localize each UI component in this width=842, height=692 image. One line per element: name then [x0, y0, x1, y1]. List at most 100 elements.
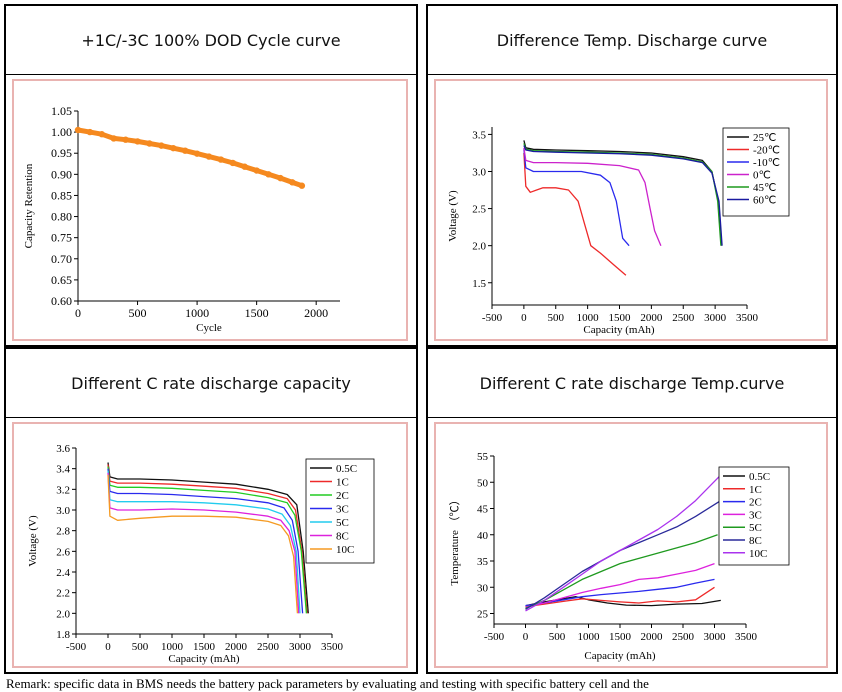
y-tick-label: 1.8: [56, 629, 70, 641]
data-point: [134, 138, 141, 145]
x-tick-label: 1500: [609, 631, 632, 643]
y-tick-label: 3.6: [56, 443, 70, 455]
x-axis-label: Cycle: [196, 322, 222, 334]
legend-label: 3C: [749, 509, 762, 521]
data-point: [205, 153, 213, 160]
crate-temp-chart-frame: -500 0 500 1000 1500 2000 2500 3000 3500 25 30 35 40…: [434, 422, 828, 668]
series-line-1: [107, 464, 308, 614]
legend-label: -20℃: [753, 145, 780, 157]
crate-temp-title: Different C rate discharge Temp.curve: [428, 349, 836, 418]
data-point: [229, 159, 237, 167]
y-tick-label: 2.0: [56, 608, 70, 620]
series-line-5: [523, 145, 723, 246]
y-tick-label: 2.4: [56, 567, 70, 579]
x-tick-label: 0: [521, 312, 527, 324]
legend-label: 1C: [336, 477, 349, 489]
x-tick-label: 3000: [289, 641, 312, 653]
crate-temp-chart: -500 0 500 1000 1500 2000 2500 3000 3500 25 30 35 40…: [448, 451, 790, 662]
legend-box: [305, 458, 375, 564]
series-line-4: [107, 470, 301, 614]
y-tick-label: 1.00: [51, 125, 72, 139]
x-tick-label: 2500: [257, 641, 280, 653]
x-tick-label: 3500: [321, 641, 344, 653]
x-tick-label: 1500: [245, 306, 269, 320]
legend-label: -10℃: [753, 157, 780, 169]
temp-discharge-chart: -500 0 500 1000 1500 2000 2500 3000 3500 1.5 2.0 2.…: [447, 127, 790, 336]
crate-capacity-title: Different C rate discharge capacity: [6, 349, 416, 418]
y-tick-label: 3.0: [472, 167, 486, 179]
y-tick-label: 50: [477, 477, 489, 489]
data-point: [241, 163, 248, 170]
legend-label: 2C: [749, 497, 762, 509]
x-tick-label: 0: [523, 631, 529, 643]
legend-label: 8C: [336, 531, 349, 543]
y-tick-label: 3.5: [472, 129, 486, 141]
legend-label: 8C: [749, 535, 762, 547]
y-tick-label: 45: [477, 504, 489, 516]
data-point: [86, 128, 94, 136]
x-tick-label: 1000: [161, 641, 184, 653]
series-line-3: [523, 147, 662, 246]
y-tick-label: 35: [477, 556, 489, 568]
y-axis-label: Capacity Retention: [23, 163, 35, 248]
y-tick-label: 40: [477, 530, 489, 542]
x-tick-label: -500: [66, 641, 87, 653]
data-point: [146, 140, 153, 147]
crate-capacity-chart-frame: -500 0 500 1000 1500 2000 2500 3000 3500 1.8 2.0 2.…: [12, 422, 408, 668]
series-line-0: [107, 462, 309, 614]
x-tick-label: 2500: [672, 631, 695, 643]
data-point: [158, 142, 165, 149]
x-tick-label: 3000: [704, 631, 727, 643]
legend-label: 25℃: [753, 132, 776, 144]
series-line-2: [523, 149, 630, 247]
x-tick-label: 1000: [185, 306, 209, 320]
y-tick-label: 2.0: [472, 241, 486, 253]
remark-caption: Remark: specific data in BMS needs the b…: [6, 676, 649, 691]
x-tick-label: 3500: [736, 312, 759, 324]
temp-discharge-chart-frame: -500 0 500 1000 1500 2000 2500 3000 3500 1.5 2.0 2.…: [434, 79, 828, 341]
temp-discharge-title: Difference Temp. Discharge curve: [428, 6, 836, 75]
legend-label: 0.5C: [749, 471, 770, 483]
data-point: [289, 179, 296, 186]
data-point: [98, 131, 106, 138]
legend-label: 5C: [749, 522, 762, 534]
data-point: [110, 135, 117, 142]
y-tick-label: 0.90: [51, 167, 72, 181]
legend-label: 5C: [336, 517, 349, 529]
legend-label: 10C: [749, 548, 767, 560]
crate-capacity-panel: Different C rate discharge capacity -500…: [4, 347, 418, 674]
series-line-3: [525, 562, 715, 608]
data-point: [193, 150, 201, 157]
y-tick-label: 3.0: [56, 505, 70, 517]
x-tick-label: 0: [105, 641, 111, 653]
x-tick-label: 2000: [304, 306, 328, 320]
legend-label: 60℃: [753, 195, 776, 207]
x-tick-label: 1500: [609, 312, 632, 324]
legend-box: [718, 466, 790, 566]
x-tick-label: 500: [549, 631, 566, 643]
series-line-1: [523, 152, 627, 276]
x-axis-label: Capacity (mAh): [584, 650, 656, 662]
y-axis-label: Voltage (V): [27, 515, 39, 567]
x-axis-label: Capacity (mAh): [583, 324, 655, 336]
x-tick-label: 500: [129, 306, 147, 320]
series-line-2: [107, 466, 308, 614]
y-tick-label: 3.4: [56, 464, 70, 476]
y-tick-label: 0.60: [51, 294, 72, 308]
legend-label: 0.5C: [336, 463, 357, 475]
data-point: [265, 171, 272, 178]
y-tick-label: 0.95: [51, 146, 72, 160]
data-point: [74, 126, 82, 134]
legend-box: [722, 127, 790, 217]
y-axis-label: Voltage (V): [447, 190, 459, 242]
x-tick-label: 1500: [193, 641, 216, 653]
x-tick-label: 2500: [672, 312, 695, 324]
legend-label: 0℃: [753, 170, 771, 182]
cycle-curve-title: +1C/-3C 100% DOD Cycle curve: [6, 6, 416, 75]
data-point: [217, 156, 225, 163]
cycle-chart: 0 500 1000 1500 2000 0.60 0.65 0.70 0.75 0.80 0.85…: [23, 104, 340, 334]
data-point: [298, 182, 306, 189]
x-tick-label: -500: [484, 631, 505, 643]
y-tick-label: 0.65: [51, 273, 72, 287]
y-tick-label: 0.85: [51, 188, 72, 202]
